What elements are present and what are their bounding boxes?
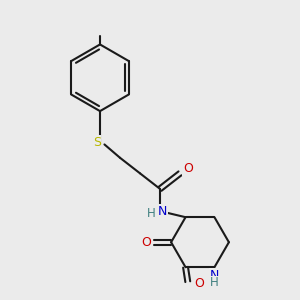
- Text: H: H: [210, 276, 219, 289]
- Text: N: N: [210, 268, 219, 281]
- Text: O: O: [183, 162, 193, 176]
- Text: N: N: [158, 205, 167, 218]
- Text: O: O: [142, 236, 152, 249]
- Text: S: S: [93, 136, 101, 149]
- Text: O: O: [194, 278, 204, 290]
- Text: H: H: [147, 207, 155, 220]
